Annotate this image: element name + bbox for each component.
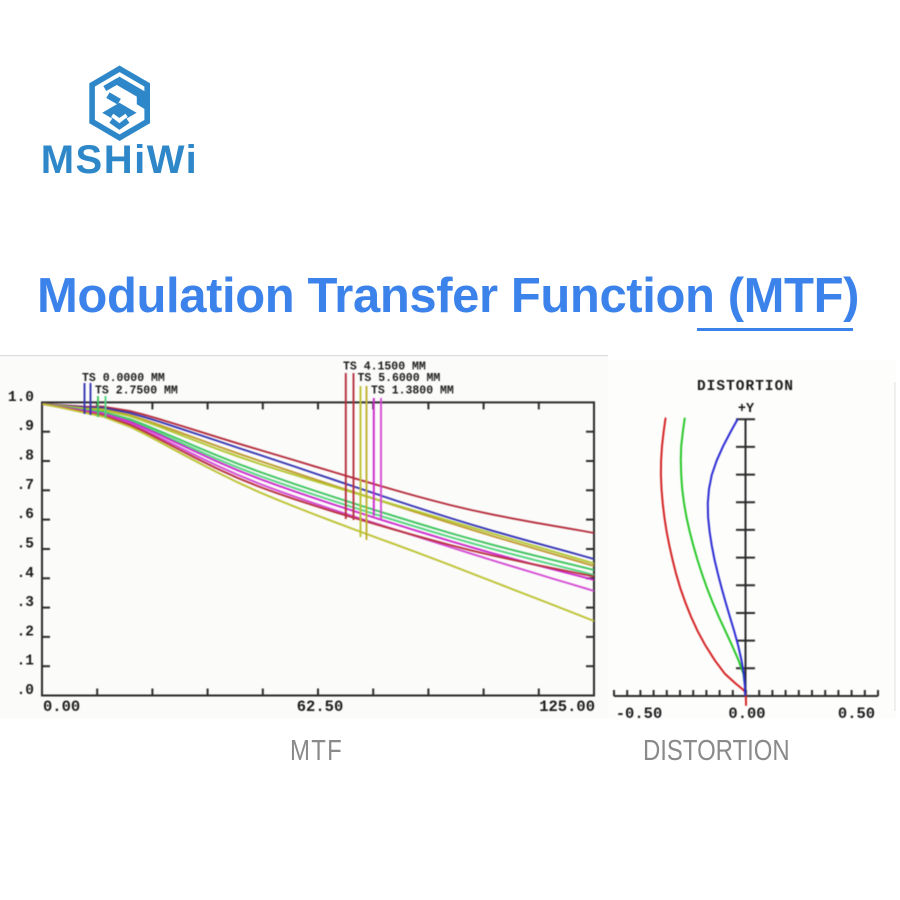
- svg-text:0.50: 0.50: [838, 705, 875, 723]
- svg-text:TS 2.7500 MM: TS 2.7500 MM: [95, 385, 178, 398]
- svg-text:.9: .9: [17, 419, 34, 435]
- svg-text:1.0: 1.0: [8, 390, 34, 406]
- svg-text:.0: .0: [17, 683, 34, 699]
- svg-text:.6: .6: [17, 507, 34, 523]
- svg-text:TS 1.3800 MM: TS 1.3800 MM: [371, 385, 454, 398]
- svg-text:TS 0.0000 MM: TS 0.0000 MM: [82, 372, 165, 385]
- svg-text:.5: .5: [17, 537, 34, 553]
- svg-text:+Y: +Y: [738, 402, 755, 417]
- svg-text:62.50: 62.50: [297, 698, 344, 716]
- svg-text:DISTORTION: DISTORTION: [697, 379, 794, 395]
- svg-text:.3: .3: [17, 595, 34, 611]
- svg-text:.2: .2: [17, 624, 34, 640]
- svg-text:125.00: 125.00: [539, 698, 595, 716]
- svg-text:-0.50: -0.50: [616, 705, 663, 723]
- svg-text:.4: .4: [17, 566, 35, 582]
- svg-text:TS 4.1500 MM: TS 4.1500 MM: [343, 361, 426, 374]
- svg-text:.7: .7: [17, 478, 34, 494]
- svg-text:0.00: 0.00: [728, 705, 765, 723]
- svg-text:.8: .8: [17, 449, 34, 465]
- svg-text:TS 5.6000 MM: TS 5.6000 MM: [358, 372, 441, 385]
- svg-text:.1: .1: [17, 654, 35, 670]
- svg-text:0.00: 0.00: [43, 698, 80, 716]
